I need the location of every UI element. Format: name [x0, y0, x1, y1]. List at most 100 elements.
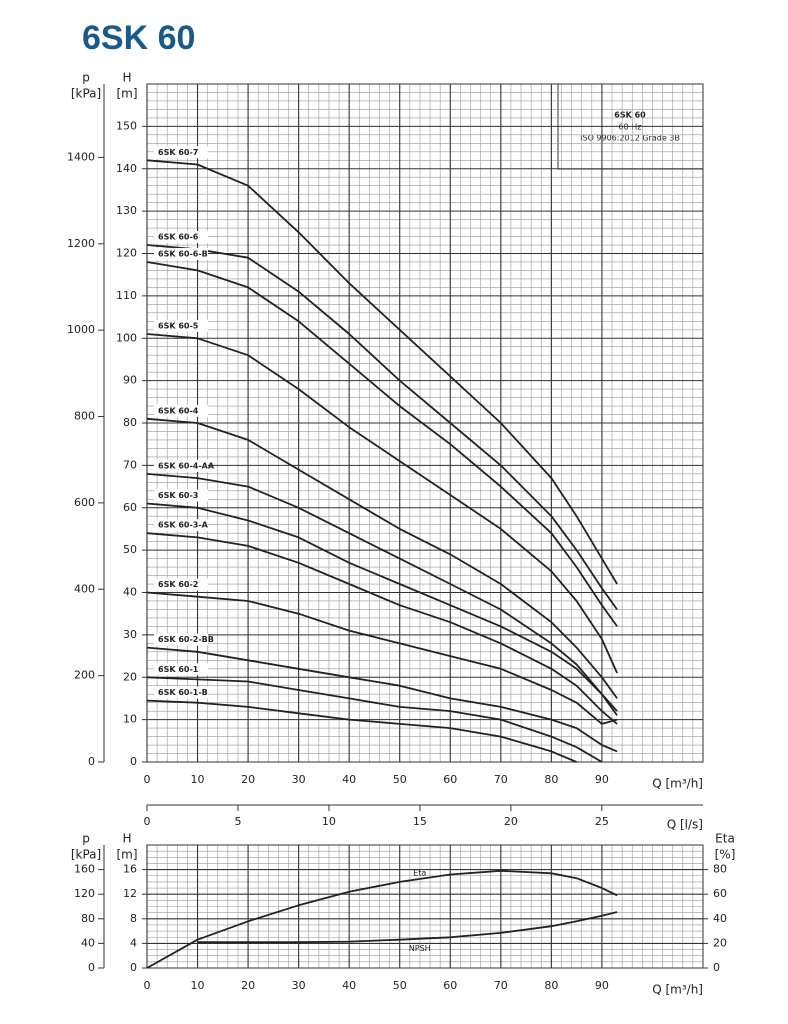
- curve-label: 6SK 60-6-B: [158, 249, 208, 258]
- y-tick-label: 50: [123, 543, 137, 556]
- x-tick-label: 40: [342, 979, 356, 992]
- y2-tick-label: 1400: [67, 150, 95, 163]
- curve: [146, 473, 618, 712]
- x-tick-label: 50: [393, 979, 407, 992]
- curve: [146, 417, 618, 699]
- x-tick-label: 90: [595, 979, 609, 992]
- y3-axis-label: [%]: [715, 848, 736, 862]
- curve: [146, 502, 618, 716]
- curve-label: 6SK 60-2-BB: [158, 635, 214, 644]
- y-axis-label: [m]: [116, 87, 137, 101]
- curve-label: 6SK 60-4-AA: [158, 461, 215, 470]
- y3-axis-label: Eta: [715, 832, 735, 846]
- curve: [146, 532, 618, 725]
- y-tick-label: 8: [130, 912, 137, 925]
- y2-tick-label: 200: [74, 669, 95, 682]
- x2-tick-label: 25: [595, 815, 609, 828]
- curve-label: 6SK 60-2: [158, 580, 198, 589]
- y-axis-label: H: [122, 832, 131, 846]
- y2-tick-label: 600: [74, 496, 95, 509]
- y2-tick-label: 1000: [67, 323, 95, 336]
- label-bg: [154, 578, 208, 591]
- label-bg: [154, 231, 208, 244]
- curve-label: 6SK 60-3: [158, 491, 198, 500]
- x2-axis-label: Q [l/s]: [667, 818, 703, 832]
- x-axis-label: Q [m³/h]: [652, 983, 703, 997]
- x-tick-label: 0: [144, 773, 151, 786]
- curve-label: Eta: [413, 868, 426, 877]
- x2-tick-label: 10: [322, 815, 336, 828]
- label-bg: [154, 320, 208, 333]
- curve-label: 6SK 60-1-B: [158, 688, 208, 697]
- y-tick-label: 90: [123, 374, 137, 387]
- x-tick-label: 80: [544, 979, 558, 992]
- y2-tick-label: 0: [88, 961, 95, 974]
- y2-tick-label: 800: [74, 410, 95, 423]
- label-bg: [154, 686, 208, 699]
- y-tick-label: 16: [123, 863, 137, 876]
- label-bg: [154, 459, 208, 472]
- label-bg: [154, 489, 208, 502]
- label-bg: [154, 663, 208, 676]
- y2-axis-label: p: [82, 71, 90, 85]
- y-tick-label: 60: [123, 501, 137, 514]
- y2-axis-label: [kPa]: [71, 87, 101, 101]
- info-text: 6SK 60: [614, 111, 646, 120]
- y2-tick-label: 120: [74, 887, 95, 900]
- y2-tick-label: 0: [88, 755, 95, 768]
- curve: [146, 333, 618, 674]
- y3-tick-label: 40: [713, 912, 727, 925]
- y2-tick-label: 40: [81, 936, 95, 949]
- y-tick-label: 40: [123, 586, 137, 599]
- y-tick-label: 4: [130, 936, 137, 949]
- y-tick-label: 130: [116, 204, 137, 217]
- x2-tick-label: 0: [144, 815, 151, 828]
- x-tick-label: 60: [443, 773, 457, 786]
- x-tick-label: 40: [342, 773, 356, 786]
- y2-tick-label: 400: [74, 582, 95, 595]
- curve: [146, 159, 618, 585]
- y3-tick-label: 60: [713, 887, 727, 900]
- x-tick-label: 70: [494, 773, 508, 786]
- curve: [146, 676, 603, 763]
- x-tick-label: 20: [241, 773, 255, 786]
- curve-label: 6SK 60-4: [158, 406, 199, 415]
- y2-axis-label: p: [82, 832, 90, 846]
- y3-tick-label: 20: [713, 936, 727, 949]
- y2-tick-label: 160: [74, 863, 95, 876]
- x-tick-label: 10: [191, 979, 205, 992]
- curve-label: 6SK 60-7: [158, 148, 198, 157]
- curve: [146, 646, 618, 753]
- label-bg: [154, 247, 208, 260]
- y-tick-label: 150: [116, 119, 137, 132]
- chart-title: 6SK 60: [82, 19, 195, 57]
- y-tick-label: 0: [130, 961, 137, 974]
- curve-label: 6SK 60-1: [158, 665, 199, 674]
- x2-tick-label: 15: [413, 815, 427, 828]
- y2-tick-label: 80: [81, 912, 95, 925]
- info-text: 60 Hz: [619, 123, 642, 132]
- curve-label: NPSH: [409, 944, 431, 953]
- y-tick-label: 110: [116, 289, 137, 302]
- y3-tick-label: 0: [713, 961, 720, 974]
- curve: [146, 869, 618, 969]
- y-axis-label: H: [122, 71, 131, 85]
- x-tick-label: 80: [544, 773, 558, 786]
- label-bg: [154, 404, 208, 417]
- x-tick-label: 30: [292, 979, 306, 992]
- label-bg: [154, 146, 208, 159]
- curve: [146, 591, 618, 725]
- curve: [146, 699, 577, 763]
- curve: [146, 244, 618, 611]
- x-tick-label: 20: [241, 979, 255, 992]
- y-tick-label: 100: [116, 331, 137, 344]
- y-tick-label: 10: [123, 713, 137, 726]
- label-bg: [154, 519, 208, 532]
- y-tick-label: 120: [116, 247, 137, 260]
- curve-label: 6SK 60-3-A: [158, 521, 209, 530]
- x-tick-label: 30: [292, 773, 306, 786]
- x-tick-label: 50: [393, 773, 407, 786]
- y-tick-label: 30: [123, 628, 137, 641]
- curve-label: 6SK 60-5: [158, 322, 199, 331]
